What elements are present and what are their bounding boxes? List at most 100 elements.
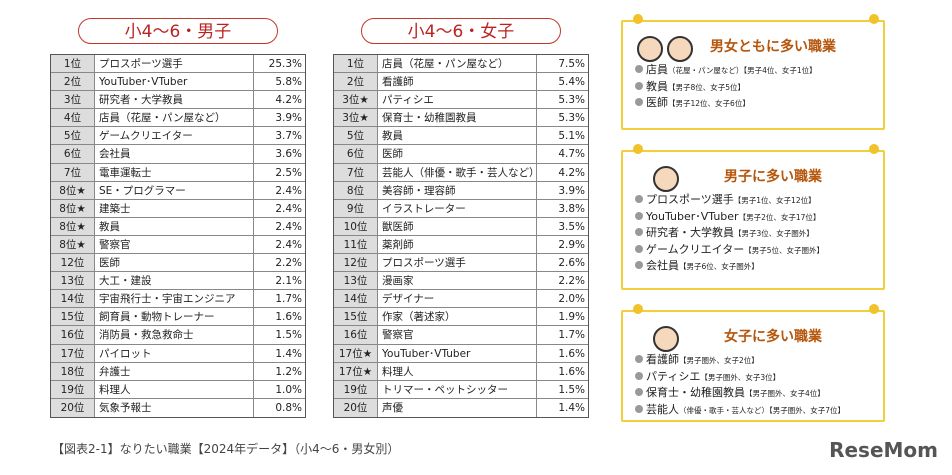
percent: 1.5% — [275, 329, 302, 342]
item-name: 研究者・大学教員 — [646, 226, 734, 239]
job: 飼育員・動物トレーナー — [95, 308, 254, 326]
pushpin — [633, 144, 643, 154]
card-item: パティシエ【男子圏外、女子3位】 — [635, 369, 871, 386]
rank: 17位★ — [334, 362, 378, 380]
percent: 1.6% — [558, 347, 585, 360]
table-row: 5位 ゲームクリエイター 3.7% — [51, 127, 305, 146]
bullet — [635, 261, 643, 269]
table-grid: 1位 店員（花屋・パン屋など） 7.5% 2位 看護師 5.4% 3位★ パティシエ 5.3% 3… — [333, 54, 589, 418]
pushpin — [633, 304, 643, 314]
percent: 2.4% — [275, 202, 302, 215]
percent: 1.4% — [558, 401, 585, 414]
rank: 15位 — [334, 308, 378, 326]
item-name: パティシエ — [646, 369, 701, 383]
rank: 16位 — [334, 326, 378, 344]
card-title: 男女ともに多い職業 — [710, 39, 836, 55]
rank: 19位 — [51, 380, 95, 398]
card-item: 会社員【男子6位、女子圏外】 — [635, 258, 871, 275]
job: YouTuber･VTuber — [95, 73, 254, 91]
child-icon — [637, 36, 663, 62]
table-row: 8位★ 警察官 2.4% — [51, 235, 305, 255]
card-item: 芸能人（俳優・歌手・芸人など）【男子圏外、女子7位】 — [635, 402, 871, 419]
percent: 1.7% — [558, 329, 585, 342]
rank: 13位 — [51, 272, 95, 290]
percent: 2.2% — [275, 257, 302, 270]
bullet — [635, 81, 643, 90]
percent: 2.4% — [275, 184, 302, 197]
table-row: 16位 消防員・救急救命士 1.5% — [51, 326, 305, 345]
item-name: YouTuber･VTuber — [646, 209, 739, 223]
job: 美容師・理容師 — [378, 181, 537, 199]
card-item: 保育士・幼稚園教員【男子圏外、女子4位】 — [635, 385, 871, 402]
job: パイロット — [95, 344, 254, 362]
item-ranks: 【男子2位、女子17位】 — [738, 212, 821, 222]
job: 研究者・大学教員 — [95, 91, 254, 109]
job: 教員 — [95, 217, 254, 235]
rank: 13位 — [334, 272, 378, 290]
item-note: （花屋・パン屋など） — [668, 66, 744, 75]
card-item: 教員【男子8位、女子5位】 — [635, 79, 871, 96]
rank: 14位 — [51, 290, 95, 308]
job: トリマー・ペットシッター — [378, 380, 537, 398]
percent: 1.6% — [275, 311, 302, 324]
table-row: 19位 トリマー・ペットシッター 1.5% — [334, 380, 588, 399]
table-row: 14位 デザイナー 2.0% — [334, 290, 588, 309]
table-title: 小4～6・男子 — [78, 18, 278, 44]
rank: 6位 — [334, 145, 378, 163]
percent: 1.2% — [275, 365, 302, 378]
table-row: 2位 看護師 5.4% — [334, 73, 588, 92]
card: 男子に多い職業 プロスポーツ選手【男子1位、女子12位】 YouTuber･VTub… — [621, 144, 885, 290]
percent: 3.9% — [558, 184, 585, 197]
table-row: 3位 研究者・大学教員 4.2% — [51, 91, 305, 110]
card-item: ゲームクリエイター【男子5位、女子圏外】 — [635, 242, 871, 259]
child-icon — [653, 166, 679, 192]
rank: 7位 — [334, 163, 378, 181]
percent: 4.2% — [275, 94, 302, 107]
table-row: 13位 大工・建設 2.1% — [51, 272, 305, 291]
table-row: 7位 電車運転士 2.5% — [51, 163, 305, 182]
percent: 2.9% — [558, 238, 585, 251]
job: 気象予報士 — [95, 398, 254, 417]
percent: 3.5% — [558, 220, 585, 233]
table-grid: 1位 プロスポーツ選手 25.3% 2位 YouTuber･VTuber 5.8% 3位 研究… — [50, 54, 306, 418]
table-row: 10位 獣医師 3.5% — [334, 217, 588, 236]
rank: 2位 — [334, 73, 378, 91]
job: YouTuber･VTuber — [378, 344, 537, 362]
job: 芸能人（俳優・歌手・芸人など） — [378, 163, 537, 181]
rank: 17位 — [51, 344, 95, 362]
bullet — [635, 228, 643, 236]
bullet — [635, 404, 643, 413]
rank: 12位 — [51, 254, 95, 272]
item-note: （俳優・歌手・芸人など） — [679, 405, 769, 415]
percent: 5.3% — [558, 94, 585, 107]
job: 料理人 — [378, 362, 537, 380]
table-row: 1位 プロスポーツ選手 25.3% — [51, 55, 305, 74]
bullet — [635, 371, 643, 380]
card-item: 店員（花屋・パン屋など）【男子4位、女子1位】 — [635, 62, 871, 79]
table-row: 20位 気象予報士 0.8% — [51, 398, 305, 417]
item-ranks: 【男子4位、女子1位】 — [743, 66, 817, 75]
percent: 3.6% — [275, 148, 302, 161]
card: 男女ともに多い職業 店員（花屋・パン屋など）【男子4位、女子1位】 教員【男子8位、… — [621, 14, 885, 130]
table-row: 16位 警察官 1.7% — [334, 326, 588, 345]
item-name: ゲームクリエイター — [646, 242, 745, 256]
percent: 1.9% — [558, 311, 585, 324]
table-row: 8位★ 建築士 2.4% — [51, 199, 305, 218]
rank: 20位 — [51, 398, 95, 417]
card: 女子に多い職業 看護師【男子圏外、女子2位】 パティシエ【男子圏外、女子3位】 保育士… — [621, 304, 885, 422]
card-item: 医師【男子12位、女子6位】 — [635, 95, 871, 112]
rank: 2位 — [51, 73, 95, 91]
job: 医師 — [378, 145, 537, 163]
item-ranks: 【男子5位、女子圏外】 — [744, 245, 825, 255]
table-row: 3位★ 保育士・幼稚園教員 5.3% — [334, 109, 588, 128]
pushpin — [869, 304, 879, 314]
table-row: 13位 漫画家 2.2% — [334, 272, 588, 291]
bullet — [635, 388, 643, 396]
item-ranks: 【男子8位、女子5位】 — [668, 82, 746, 92]
rank: 3位★ — [334, 91, 378, 109]
item-name: 店員 — [646, 63, 668, 76]
percent: 1.0% — [275, 383, 302, 396]
pushpin — [869, 14, 879, 24]
table-row: 4位 店員（花屋・パン屋など） 3.9% — [51, 109, 305, 128]
